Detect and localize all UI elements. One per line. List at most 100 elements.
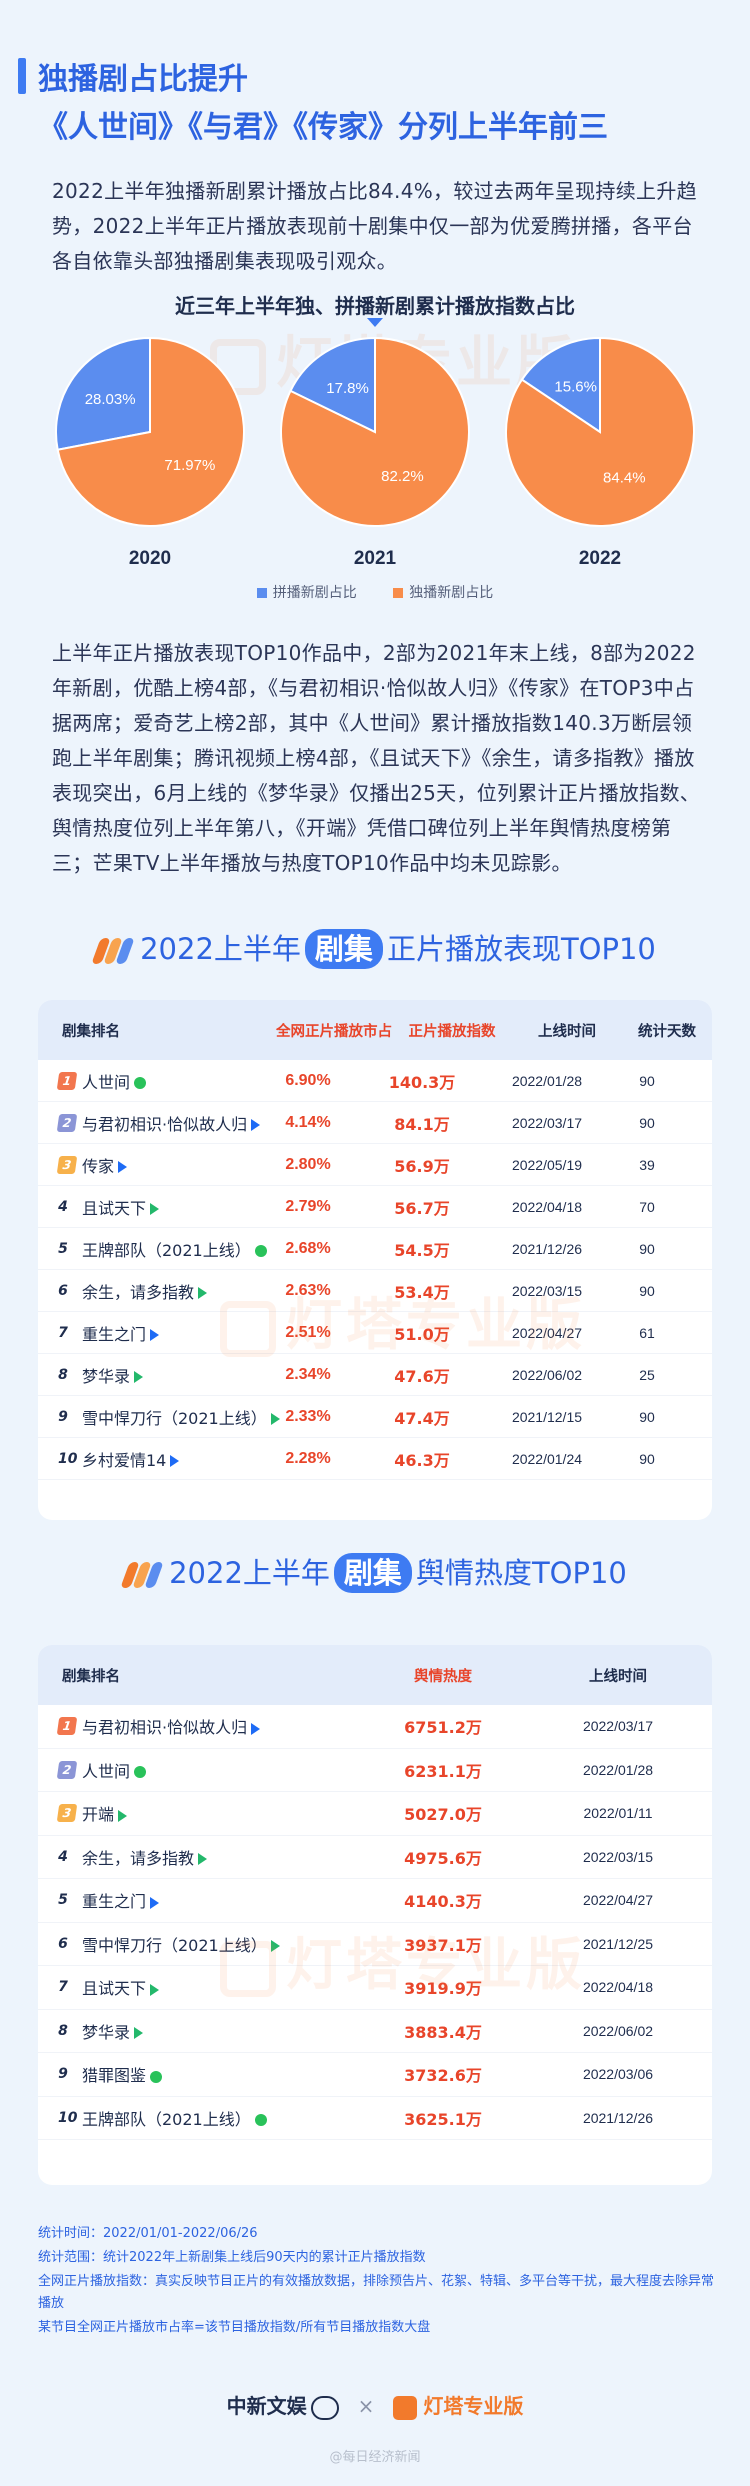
youku-platform-icon: [118, 1161, 128, 1173]
section1-suffix: 正片播放表现TOP10: [386, 932, 656, 966]
rank: 9: [58, 1408, 68, 1425]
show-name: 猎罪图鉴: [68, 2062, 358, 2086]
show-name: 王牌部队（2021上线）: [68, 2106, 358, 2130]
image-credit: @每日经济新闻: [329, 2450, 421, 2465]
rank: 8: [58, 1366, 68, 1383]
table-row: 3 传家 2.80% 56.9万 2022/05/19 39: [38, 1144, 712, 1186]
rank-badge: 2: [56, 1113, 78, 1132]
pie-chart-title: 近三年上半年独、拼播新剧累计播放指数占比: [175, 294, 575, 318]
stat-days: 39: [639, 1156, 655, 1173]
show-name: 且试天下: [68, 1195, 264, 1219]
section1-pill: 剧集: [304, 929, 383, 969]
pie-year-label: 2021: [354, 548, 397, 569]
th2-date: 上线时间: [589, 1668, 647, 1685]
footer-x: ×: [357, 2394, 375, 2418]
heat-value: 4975.6万: [404, 1848, 482, 1868]
show-name: 王牌部队（2021上线）: [68, 1237, 267, 1261]
show-name: 余生，请多指教: [68, 1279, 264, 1303]
market-share: 6.90%: [285, 1071, 331, 1089]
table-row: 8 梦华录 2.34% 47.6万 2022/06/02 25: [38, 1354, 712, 1396]
table-playback-top10: 剧集排名 全网正片播放市占 正片播放指数 上线时间 统计天数 1 人世间 6.90%…: [38, 1000, 712, 1520]
section2-pill: 剧集: [333, 1553, 412, 1593]
tx-platform-icon: [150, 1203, 160, 1215]
rank: 6: [58, 1935, 68, 1952]
heat-value: 3919.9万: [404, 1979, 482, 1999]
footer-right-logo: 灯塔专业版: [423, 2394, 524, 2418]
market-share: 2.79%: [285, 1197, 331, 1215]
show-title: 与君初相识·恰似故人归: [82, 1114, 248, 1134]
show-name: 余生，请多指教: [68, 1845, 358, 1869]
market-share: 2.63%: [285, 1281, 331, 1299]
show-title: 与君初相识·恰似故人归: [82, 1718, 248, 1738]
table-row: 8 梦华录 3883.4万 2022/06/02: [38, 2010, 712, 2053]
rank: 5: [58, 1240, 68, 1257]
pie-legend: 拼播新剧占比 独播新剧占比: [0, 582, 750, 602]
youku-platform-icon: [251, 1119, 261, 1131]
show-name: 人世间: [68, 1758, 358, 1782]
table-row: 7 且试天下 3919.9万 2022/04/18: [38, 1966, 712, 2010]
show-title: 梦华录: [82, 2022, 131, 2042]
heat-value: 3625.1万: [404, 2109, 482, 2129]
show-name: 乡村爱情14: [68, 1447, 264, 1471]
footer: 中新文娱 × 灯塔专业版: [0, 2390, 750, 2420]
tx-platform-icon: [134, 2027, 144, 2040]
show-title: 开端: [82, 1805, 115, 1825]
release-date: 2022/04/27: [511, 1324, 583, 1341]
table-row: 4 余生，请多指教 4975.6万 2022/03/15: [38, 1836, 712, 1879]
release-date: 2022/01/28: [511, 1072, 583, 1089]
rank: 1: [38, 1717, 78, 1736]
market-share: 2.68%: [285, 1239, 331, 1257]
dengta-logo-icon: [393, 2395, 418, 2420]
page-title-line1: 独播剧占比提升: [38, 62, 248, 97]
table-row: 10 乡村爱情14 2.28% 46.3万 2022/01/24 90: [38, 1438, 712, 1480]
table2-header-row: 剧集排名 舆情热度 上线时间: [38, 1645, 712, 1705]
heat-value: 6231.1万: [404, 1761, 482, 1781]
note-time: 统计时间：2022/01/01-2022/06/26: [38, 2226, 258, 2241]
show-name: 与君初相识·恰似故人归: [68, 1714, 358, 1738]
table-row: 1 人世间 6.90% 140.3万 2022/01/28 90: [38, 1060, 712, 1102]
body-paragraph: 上半年正片播放表现TOP10作品中，2部为2021年末上线，8部为2022年新剧…: [52, 641, 701, 875]
pie-slice-pinbo: [55, 336, 151, 451]
show-name: 梦华录: [68, 2019, 358, 2043]
title-block: 独播剧占比提升 《人世间》《与君》《传家》分列上半年前三: [38, 56, 608, 152]
pie-label-pinbo: 17.8%: [326, 380, 369, 397]
section1-prefix: 2022上半年: [140, 932, 301, 966]
tx-platform-icon: [134, 1371, 144, 1383]
table1-header-row: 剧集排名 全网正片播放市占 正片播放指数 上线时间 统计天数: [38, 1000, 712, 1060]
release-date: 2022/04/18: [582, 1979, 654, 1996]
watermark: 灯塔专业版: [220, 1280, 586, 1361]
show-title: 重生之门: [82, 1324, 147, 1344]
stat-days: 90: [639, 1072, 655, 1089]
release-date: 2022/03/06: [582, 2066, 654, 2083]
rank: 7: [58, 1324, 68, 1341]
table-row: 2 人世间 6231.1万 2022/01/28: [38, 1749, 712, 1792]
legend-pinbo: 拼播新剧占比: [256, 582, 357, 602]
rank: 9: [58, 2066, 68, 2083]
tx-platform-icon: [270, 1413, 280, 1425]
heat-value: 3883.4万: [404, 2022, 482, 2042]
heat-value: 3732.6万: [404, 2066, 482, 2086]
pie-slice-pinbo: [289, 336, 376, 434]
rank: 6: [58, 1282, 68, 1299]
th2-heat: 舆情热度: [414, 1668, 472, 1685]
playback-index: 84.1万: [394, 1114, 450, 1134]
show-name: 梦华录: [68, 1363, 264, 1387]
show-title: 余生，请多指教: [82, 1282, 195, 1302]
show-title: 且试天下: [82, 1979, 147, 1999]
stat-days: 90: [639, 1240, 655, 1257]
intro-paragraph: 2022上半年独播新剧累计播放占比84.4%，较过去两年呈现持续上升趋势，202…: [52, 179, 697, 273]
show-name: 重生之门: [68, 1888, 358, 1912]
show-title: 梦华录: [82, 1366, 131, 1386]
playback-index: 53.4万: [394, 1282, 450, 1302]
stat-days: 70: [639, 1198, 655, 1215]
playback-index: 54.5万: [394, 1240, 450, 1260]
market-share: 2.80%: [285, 1155, 331, 1173]
tx-platform-icon: [150, 1983, 160, 1996]
rank: 4: [58, 1848, 68, 1865]
tx-platform-icon: [198, 1853, 208, 1866]
rank: 3: [38, 1804, 78, 1823]
pie-slice-dubo: [280, 336, 470, 527]
iqiyi-platform-icon: [134, 1766, 147, 1779]
release-date: 2022/03/15: [582, 1848, 654, 1865]
pie-label-dubo: 71.97%: [164, 457, 215, 474]
